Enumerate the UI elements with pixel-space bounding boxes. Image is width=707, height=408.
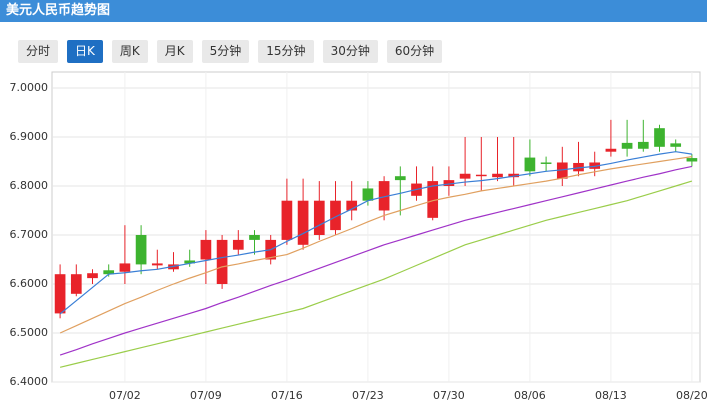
candle-body: [605, 148, 617, 152]
candle-body: [459, 173, 471, 179]
candle-body: [119, 263, 131, 272]
candle-body: [184, 260, 196, 264]
ma-line: [59, 156, 692, 334]
ma-line: [59, 165, 693, 356]
plot-frame: [51, 71, 701, 383]
x-tick-label: 07/09: [190, 389, 222, 402]
header-title: 美元人民币趋势图: [0, 0, 707, 22]
candle-body: [621, 142, 633, 149]
y-tick-label: 6.6000: [10, 277, 49, 290]
candle-body: [556, 162, 568, 179]
candle-body: [362, 188, 374, 201]
tab[interactable]: 日K: [67, 40, 103, 63]
candle-body: [297, 200, 309, 245]
candle-body: [313, 200, 325, 235]
candle-body: [508, 173, 520, 178]
x-tick-label: 07/23: [352, 389, 384, 402]
tab[interactable]: 60分钟: [386, 40, 443, 63]
candle-body: [200, 239, 212, 260]
candle-body: [475, 174, 487, 177]
tab[interactable]: 月K: [156, 40, 193, 63]
candle-body: [686, 158, 698, 162]
y-tick-label: 6.9000: [10, 130, 49, 143]
candle-body: [151, 263, 163, 266]
candle-body: [427, 181, 439, 218]
candle-body: [135, 235, 147, 265]
candle-body: [378, 181, 390, 211]
candle-body: [87, 273, 98, 279]
candle-body: [346, 200, 358, 211]
x-tick-label: 08/20: [676, 389, 707, 402]
candle-body: [670, 143, 682, 147]
tab[interactable]: 分时: [18, 40, 59, 63]
candle-body: [654, 128, 665, 147]
x-tick-label: 08/13: [595, 389, 627, 402]
tab[interactable]: 周K: [111, 40, 148, 63]
tab[interactable]: 30分钟: [322, 40, 378, 63]
candle-body: [54, 274, 66, 314]
candle-body: [70, 274, 82, 294]
x-tick-label: 07/30: [433, 389, 465, 402]
candle-body: [330, 200, 341, 231]
ma-line: [59, 180, 693, 368]
x-tick-label: 08/06: [514, 389, 546, 402]
y-tick-label: 7.0000: [10, 81, 49, 94]
candle-body: [492, 173, 503, 178]
candle-body: [232, 239, 244, 250]
y-tick-label: 6.8000: [10, 179, 49, 192]
y-tick-label: 6.5000: [10, 326, 49, 339]
candle-body: [216, 239, 228, 284]
y-tick-label: 6.4000: [10, 375, 49, 388]
candle-body: [540, 162, 552, 164]
ma-line: [59, 151, 692, 315]
candle-body: [573, 162, 584, 172]
tab[interactable]: 5分钟: [201, 40, 250, 63]
candle-body: [103, 270, 115, 275]
candle-body: [589, 162, 601, 169]
candle-body: [524, 157, 536, 172]
x-tick-label: 07/02: [109, 389, 141, 402]
x-tick-label: 07/16: [271, 389, 303, 402]
y-tick-label: 6.7000: [10, 228, 49, 241]
candle-body: [394, 176, 406, 181]
candle-body: [281, 200, 293, 240]
tab[interactable]: 15分钟: [258, 40, 314, 63]
candle-body: [637, 141, 649, 149]
candle-body: [443, 180, 455, 186]
candle-body: [249, 235, 260, 240]
tab-bar: 分时 日K 周K 月K 5分钟 15分钟 30分钟 60分钟: [18, 40, 443, 63]
